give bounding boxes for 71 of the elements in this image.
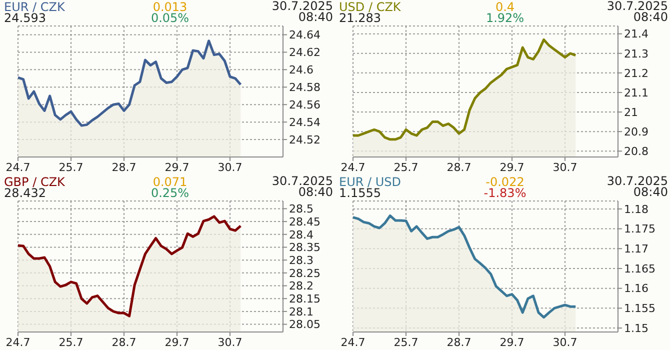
- y-tick-label: 28.25: [289, 266, 320, 280]
- y-tick-label: 24.56: [289, 98, 320, 112]
- y-tick-label: 24.52: [289, 133, 320, 146]
- x-tick-label: 30.7: [218, 160, 242, 174]
- y-tick-label: 28.1: [289, 305, 314, 318]
- text: -0.022: [486, 175, 524, 189]
- y-tick-label: 1.165: [624, 262, 656, 276]
- y-tick-label: 21.2: [624, 66, 648, 80]
- y-tick-label: 28.5: [289, 202, 314, 216]
- x-tick-label: 24.7: [340, 160, 366, 174]
- y-tick-label: 21.3: [624, 47, 648, 60]
- chart-subtitle: 1.1555: [339, 186, 381, 200]
- x-tick-label: 25.7: [394, 336, 418, 349]
- x-tick-label: 28.7: [446, 160, 472, 174]
- y-tick-label: 24.58: [289, 81, 320, 94]
- y-tick-label: 1.175: [624, 222, 656, 236]
- y-tick-label: 21: [624, 106, 638, 119]
- x-tick-label: 24.7: [340, 336, 366, 349]
- x-tick-label: 30.7: [552, 160, 578, 174]
- y-tick-label: 28.35: [289, 241, 320, 254]
- x-tick-label: 30.7: [218, 336, 242, 349]
- y-tick-label: 28.2: [289, 280, 314, 293]
- x-tick-label: 25.7: [58, 336, 84, 349]
- text: 0.05%: [150, 11, 190, 25]
- text: 0.013: [152, 0, 188, 14]
- text: 30.7.2025 08:40: [606, 0, 668, 24]
- y-tick-label: 1.15: [624, 322, 648, 335]
- chart-title: GBP / CZK: [4, 175, 65, 189]
- x-tick-label: 29.7: [164, 160, 190, 174]
- text: 30.7.2025 08:40: [270, 174, 333, 199]
- text: -1.83%: [482, 186, 528, 200]
- y-tick-label: 28.4: [289, 228, 314, 242]
- chart-title: EUR / USD: [339, 175, 402, 189]
- text: 0.25%: [150, 186, 190, 200]
- y-tick-label: 20.9: [624, 125, 648, 138]
- y-tick-label: 21.4: [624, 28, 648, 41]
- y-tick-label: 24.62: [289, 46, 320, 60]
- x-tick-label: 28.7: [112, 160, 136, 174]
- y-tick-label: 20.8: [624, 145, 648, 158]
- y-tick-label: 24.64: [289, 28, 320, 42]
- text: 30.7.2025 08:40: [270, 0, 333, 24]
- x-tick-label: 25.7: [58, 160, 84, 174]
- x-tick-label: 29.7: [500, 336, 524, 349]
- y-tick-label: 1.17: [624, 242, 648, 256]
- text: 0.4: [495, 0, 515, 14]
- y-tick-label: 28.15: [289, 292, 320, 306]
- x-tick-label: 30.7: [552, 336, 578, 349]
- x-tick-label: 29.7: [500, 160, 524, 174]
- y-tick-label: 28.45: [289, 215, 320, 228]
- y-tick-label: 1.155: [624, 302, 656, 316]
- chart-subtitle: 24.593: [4, 11, 46, 25]
- chart-subtitle: 28.432: [4, 186, 46, 200]
- x-tick-label: 24.7: [6, 160, 30, 174]
- x-tick-label: 29.7: [164, 336, 190, 349]
- text: 30.7.2025 08:40: [606, 174, 668, 199]
- x-tick-label: 28.7: [112, 336, 136, 349]
- x-tick-label: 24.7: [6, 336, 30, 349]
- y-tick-label: 1.16: [624, 282, 648, 296]
- chart-title: USD / CZK: [339, 0, 401, 14]
- y-tick-label: 1.18: [624, 202, 648, 216]
- chart-title: EUR / CZK: [4, 0, 65, 14]
- y-tick-label: 21.1: [624, 86, 648, 100]
- y-tick-label: 24.54: [289, 116, 320, 129]
- x-tick-label: 25.7: [394, 160, 418, 174]
- x-tick-label: 28.7: [446, 336, 472, 349]
- y-tick-label: 24.6: [289, 64, 314, 77]
- y-tick-label: 28.3: [289, 254, 314, 267]
- text: 1.92%: [484, 11, 526, 25]
- chart-subtitle: 21.283: [339, 11, 381, 25]
- y-tick-label: 28.05: [289, 318, 320, 332]
- text: 0.071: [152, 175, 188, 189]
